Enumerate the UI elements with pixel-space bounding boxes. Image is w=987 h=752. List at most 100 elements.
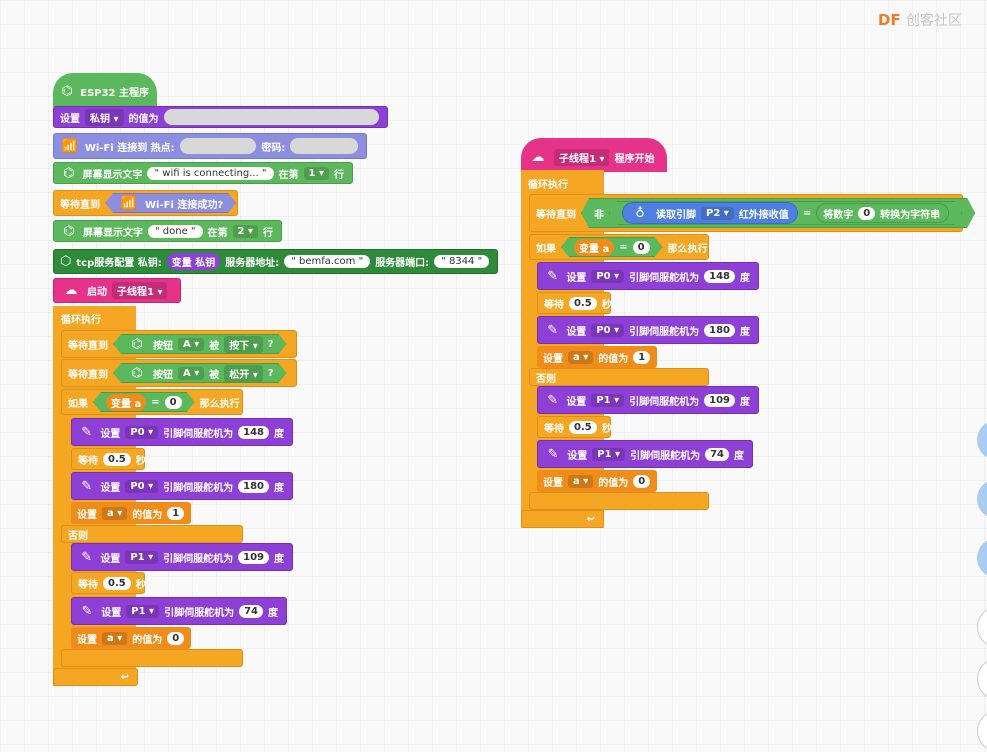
zoom-reset-button[interactable] bbox=[977, 538, 987, 578]
number-input[interactable]: 0 bbox=[858, 207, 875, 220]
text-input-done[interactable]: " done " bbox=[148, 224, 203, 238]
equals-condition[interactable]: ♁ 读取引脚 P2 ▾ 红外接收值 = 将数字 0 转换为字符串 bbox=[609, 201, 962, 225]
ir-read-reporter[interactable]: ♁ 读取引脚 P2 ▾ 红外接收值 bbox=[622, 202, 798, 224]
var-a-reporter[interactable]: 变量 a bbox=[574, 239, 614, 256]
servo-p0-148[interactable]: ✎ 设置 P0 ▾ 引脚伺服舵机为 148 度 bbox=[71, 418, 293, 446]
undo-button[interactable] bbox=[977, 606, 987, 648]
var-a-reporter[interactable]: 变量 a bbox=[106, 394, 146, 411]
wait-half-sec-2[interactable]: 等待 0.5 秒 bbox=[71, 572, 146, 594]
num-to-string-reporter[interactable]: 将数字 0 转换为字符串 bbox=[816, 203, 949, 223]
thread-else-header[interactable]: 否则 bbox=[529, 368, 709, 386]
button-pressed-condition[interactable]: ⌬ 按钮 A ▾ 被 按下 ▾ ? bbox=[113, 334, 287, 354]
start-thread-block[interactable]: ☁ 启动 子线程1 ▾ bbox=[53, 278, 181, 303]
angle-input[interactable]: 74 bbox=[239, 604, 263, 618]
set-a-0[interactable]: 设置 a ▾ 的值为 0 bbox=[71, 627, 191, 649]
thread-servo-p1-109[interactable]: ✎ 设置 P1 ▾ 引脚伺服舵机为 109 度 bbox=[537, 386, 759, 414]
var-secret-reporter[interactable]: 变量 私钥 bbox=[166, 253, 221, 270]
if-condition[interactable]: 变量 a = 0 bbox=[561, 237, 663, 257]
server-port-input[interactable]: " 8344 " bbox=[434, 255, 490, 268]
set-secret-block[interactable]: 设置 私钥 ▾ 的值为 bbox=[53, 106, 388, 128]
pin-value: P1 bbox=[597, 448, 612, 460]
button-dropdown[interactable]: A ▾ bbox=[178, 367, 204, 380]
thread-servo-p1-74[interactable]: ✎ 设置 P1 ▾ 引脚伺服舵机为 74 度 bbox=[537, 440, 753, 468]
wait-wifi-block[interactable]: 等待直到 📶 Wi-Fi 连接成功? bbox=[53, 190, 238, 216]
pin-dropdown[interactable]: P0 ▾ bbox=[125, 425, 159, 439]
pin-dropdown[interactable]: P2 ▾ bbox=[701, 207, 734, 220]
pin-dropdown[interactable]: P1 ▾ bbox=[126, 604, 160, 618]
thread-hat[interactable]: ☁ 子线程1 ▾ 程序开始 bbox=[521, 146, 667, 168]
var-dropdown[interactable]: a ▾ bbox=[568, 350, 594, 364]
press-dropdown[interactable]: 按下 ▾ bbox=[224, 336, 263, 353]
wait-half-sec-1[interactable]: 等待 0.5 秒 bbox=[71, 448, 146, 470]
row-dropdown-2[interactable]: 2 ▾ bbox=[232, 224, 258, 238]
redo-button[interactable] bbox=[977, 658, 987, 700]
thread-if-header[interactable]: 如果 变量 a = 0 那么执行 bbox=[529, 234, 709, 260]
seconds-input[interactable]: 0.5 bbox=[103, 452, 131, 466]
thread-servo-p0-180[interactable]: ✎ 设置 P0 ▾ 引脚伺服舵机为 180 度 bbox=[537, 316, 759, 344]
angle-input[interactable]: 180 bbox=[238, 479, 269, 493]
pin-dropdown[interactable]: P1 ▾ bbox=[591, 393, 625, 407]
servo-p1-109[interactable]: ✎ 设置 P1 ▾ 引脚伺服舵机为 109 度 bbox=[71, 543, 293, 571]
pin-dropdown[interactable]: P1 ▾ bbox=[592, 447, 626, 461]
if-condition[interactable]: 变量 a = 0 bbox=[93, 392, 195, 412]
esp32-main-hat[interactable]: ⌬ ESP32 主程序 bbox=[53, 80, 157, 102]
value-of-label: 的值为 bbox=[598, 353, 629, 365]
angle-input[interactable]: 109 bbox=[704, 393, 735, 407]
servo-p0-180[interactable]: ✎ 设置 P0 ▾ 引脚伺服舵机为 180 度 bbox=[71, 472, 293, 500]
thread-set-a-1[interactable]: 设置 a ▾ 的值为 1 bbox=[537, 346, 657, 368]
seconds-input[interactable]: 0.5 bbox=[569, 420, 597, 434]
angle-input[interactable]: 148 bbox=[238, 425, 269, 439]
angle-input[interactable]: 148 bbox=[704, 269, 735, 283]
var-dropdown[interactable]: a ▾ bbox=[568, 474, 594, 488]
if-header[interactable]: 如果 变量 a = 0 那么执行 bbox=[61, 389, 243, 415]
else-header[interactable]: 否则 bbox=[61, 525, 243, 543]
thread-wait-until[interactable]: 等待直到 非 ♁ 读取引脚 P2 ▾ 红外接收值 = 将数字 0 转换为字符串 bbox=[529, 194, 963, 232]
wait-released-block[interactable]: 等待直到 ⌬ 按钮 A ▾ 被 松开 ▾ ? bbox=[61, 359, 297, 387]
servo-p1-74[interactable]: ✎ 设置 P1 ▾ 引脚伺服舵机为 74 度 bbox=[71, 597, 287, 625]
thread-set-a-0[interactable]: 设置 a ▾ 的值为 0 bbox=[537, 470, 657, 492]
screen-text-block-2[interactable]: ⌬ 屏幕显示文字 " done " 在第 2 ▾ 行 bbox=[53, 220, 282, 242]
var-dropdown[interactable]: a ▾ bbox=[102, 631, 128, 645]
zoom-in-button[interactable] bbox=[977, 420, 987, 460]
pin-dropdown[interactable]: P0 ▾ bbox=[591, 323, 625, 337]
value-input[interactable]: 0 bbox=[633, 474, 651, 488]
value-input[interactable]: 1 bbox=[633, 350, 651, 364]
button-released-condition[interactable]: ⌬ 按钮 A ▾ 被 松开 ▾ ? bbox=[113, 363, 287, 383]
tcp-config-block[interactable]: ⬡ tcp服务配置 私钥: 变量 私钥 服务器地址: " bemfa.com "… bbox=[53, 249, 498, 274]
zoom-out-button[interactable] bbox=[977, 479, 987, 519]
value-input[interactable]: 0 bbox=[167, 631, 185, 645]
compare-value[interactable]: 0 bbox=[633, 241, 650, 254]
thread-select-dropdown[interactable]: 子线程1 ▾ bbox=[554, 148, 610, 166]
set-a-1[interactable]: 设置 a ▾ 的值为 1 bbox=[71, 502, 191, 524]
button-dropdown[interactable]: A ▾ bbox=[178, 338, 204, 351]
row1-value: 1 bbox=[308, 167, 316, 179]
release-dropdown[interactable]: 松开 ▾ bbox=[224, 365, 263, 382]
pin-dropdown[interactable]: P0 ▾ bbox=[591, 269, 625, 283]
text-input-wifi-connecting[interactable]: " wifi is connecting... " bbox=[147, 166, 274, 180]
seconds-input[interactable]: 0.5 bbox=[569, 296, 597, 310]
wifi-success-condition[interactable]: 📶 Wi-Fi 连接成功? bbox=[105, 193, 236, 213]
seconds-input[interactable]: 0.5 bbox=[103, 576, 131, 590]
wait-pressed-block[interactable]: 等待直到 ⌬ 按钮 A ▾ 被 按下 ▾ ? bbox=[61, 330, 297, 358]
trash-button[interactable] bbox=[977, 710, 987, 752]
not-condition[interactable]: 非 ♁ 读取引脚 P2 ▾ 红外接收值 = 将数字 0 转换为字符串 bbox=[581, 198, 975, 228]
angle-input[interactable]: 180 bbox=[704, 323, 735, 337]
var-dropdown[interactable]: a ▾ bbox=[102, 506, 128, 520]
row-dropdown-1[interactable]: 1 ▾ bbox=[303, 166, 329, 180]
angle-input[interactable]: 74 bbox=[705, 447, 729, 461]
thread-wait-1[interactable]: 等待 0.5 秒 bbox=[537, 292, 612, 314]
server-addr-input[interactable]: " bemfa.com " bbox=[284, 255, 371, 268]
if-label: 如果 bbox=[536, 243, 556, 255]
angle-input[interactable]: 109 bbox=[238, 550, 269, 564]
secret-dropdown[interactable]: 私钥 ▾ bbox=[85, 108, 124, 126]
value-input[interactable]: 1 bbox=[167, 506, 185, 520]
compare-value[interactable]: 0 bbox=[165, 396, 182, 409]
wifi-connect-block[interactable]: 📶 Wi-Fi 连接到 热点: 密码: bbox=[53, 133, 367, 159]
pin-dropdown[interactable]: P0 ▾ bbox=[125, 479, 159, 493]
screen-text-block-1[interactable]: ⌬ 屏幕显示文字 " wifi is connecting... " 在第 1 … bbox=[53, 162, 353, 184]
pin-dropdown[interactable]: P1 ▾ bbox=[125, 550, 159, 564]
thread-dropdown[interactable]: 子线程1 ▾ bbox=[112, 282, 168, 299]
thread-servo-p0-148[interactable]: ✎ 设置 P0 ▾ 引脚伺服舵机为 148 度 bbox=[537, 262, 759, 290]
thread-wait-2[interactable]: 等待 0.5 秒 bbox=[537, 416, 612, 438]
read-pin-label: 读取引脚 bbox=[656, 209, 696, 221]
